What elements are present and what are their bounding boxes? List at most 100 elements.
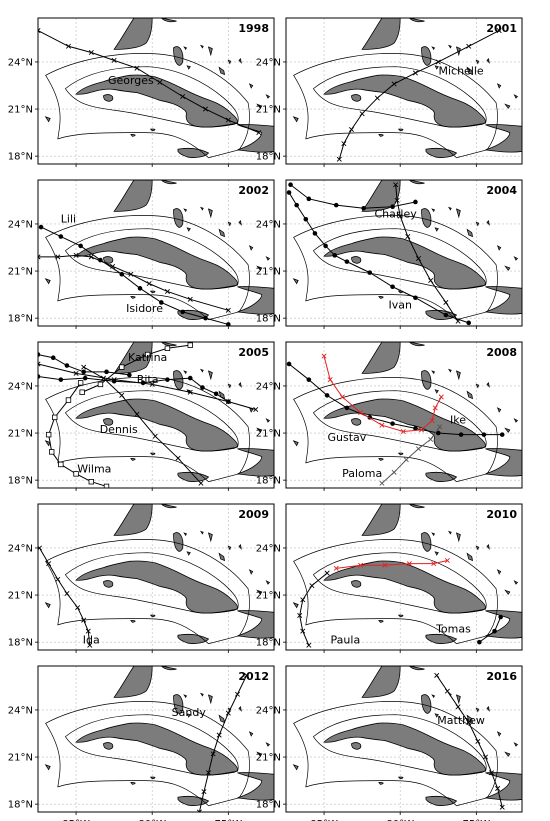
track-point xyxy=(65,397,72,403)
storm-track-lili xyxy=(38,224,231,326)
longitude-tick-label: 80°W xyxy=(386,819,414,821)
track-point xyxy=(111,377,117,383)
panel-frame xyxy=(285,179,523,327)
panel-frame xyxy=(285,341,523,489)
track-point xyxy=(499,804,505,810)
track-point xyxy=(406,561,412,567)
track-point xyxy=(297,612,303,618)
latitude-tick-label: 18°N xyxy=(8,314,33,325)
latitude-tick-label: 21°N xyxy=(8,267,33,278)
track-point xyxy=(78,243,83,249)
latitude-tick-label: 24°N xyxy=(8,219,33,230)
track-point xyxy=(81,617,87,623)
track-point xyxy=(333,202,339,208)
track-point xyxy=(110,263,116,269)
track-point xyxy=(397,213,403,219)
track-point xyxy=(348,126,354,132)
track-point xyxy=(435,430,441,436)
track-point xyxy=(104,369,109,375)
latitude-tick-label: 24°N xyxy=(256,705,281,716)
track-point xyxy=(225,307,231,313)
track-point xyxy=(164,288,170,294)
track-point xyxy=(128,271,134,277)
track-point xyxy=(466,719,472,726)
track-point xyxy=(49,449,55,455)
track-point xyxy=(85,628,91,634)
track-point xyxy=(88,50,94,56)
track-point xyxy=(333,565,339,571)
year-label: 2010 xyxy=(486,508,517,521)
track-point xyxy=(481,432,487,437)
map-panel-2004: Charley Ivan 2004 24°N 21°N 18°N xyxy=(256,179,523,329)
storm-label: Matthew xyxy=(437,714,485,727)
track-point xyxy=(300,628,306,634)
track-point xyxy=(187,296,193,302)
latitude-tick-label: 24°N xyxy=(8,705,33,716)
track-point xyxy=(286,361,292,367)
track-point xyxy=(73,370,79,376)
storm-track-ivan xyxy=(288,182,418,211)
track-point xyxy=(393,182,399,188)
track-point xyxy=(87,642,93,648)
axis-labels: 85°W 80°W 75°W 85°W 80°W 75°W xyxy=(62,819,490,821)
track-point xyxy=(312,231,318,236)
storm-label: Paloma xyxy=(342,467,382,480)
latitude-tick-label: 18°N xyxy=(256,314,281,325)
track-point xyxy=(97,381,104,388)
track-point xyxy=(64,590,70,597)
panel-frame xyxy=(37,179,275,327)
track-point xyxy=(303,216,309,222)
land-mass xyxy=(294,18,522,158)
storm-label: Dennis xyxy=(100,423,138,436)
track-point xyxy=(432,405,438,411)
storm-label: Tomas xyxy=(435,623,471,636)
track-point xyxy=(198,480,204,486)
year-label: 2008 xyxy=(486,346,517,359)
storm-track-michelle xyxy=(336,28,502,162)
year-label: 2016 xyxy=(486,670,517,683)
track-point xyxy=(300,597,306,603)
storm-track-wilma xyxy=(45,380,110,488)
track-point xyxy=(415,255,421,262)
track-point xyxy=(253,406,259,413)
track-point xyxy=(489,770,495,776)
longitude-tick-label: 85°W xyxy=(62,819,90,821)
longitude-tick-label: 85°W xyxy=(310,819,338,821)
year-label: 2012 xyxy=(238,670,269,683)
storm-track-katrina xyxy=(79,342,193,395)
track-point xyxy=(455,318,461,324)
storm-track-rita xyxy=(38,374,231,404)
track-point xyxy=(435,59,441,65)
storm-label: Gustav xyxy=(328,431,367,444)
track-point xyxy=(38,224,44,230)
track-point xyxy=(341,141,347,147)
track-point xyxy=(443,312,449,318)
track-point xyxy=(152,433,158,439)
track-point xyxy=(444,557,450,564)
latitude-tick-label: 21°N xyxy=(8,591,33,602)
latitude-tick-label: 21°N xyxy=(8,429,33,440)
storm-label: Ike xyxy=(450,414,466,427)
track-point xyxy=(82,375,88,381)
track-point xyxy=(149,381,155,387)
track-point xyxy=(321,353,327,359)
storm-track-ida xyxy=(38,545,93,648)
latitude-tick-label: 24°N xyxy=(256,57,281,68)
track-point xyxy=(492,628,497,634)
latitude-tick-label: 21°N xyxy=(256,591,281,602)
track-point xyxy=(201,789,207,795)
storm-track-gustav xyxy=(321,353,444,435)
storm-label: Ivan xyxy=(388,299,411,312)
track-point xyxy=(415,446,421,452)
track-point xyxy=(324,570,330,576)
land-mass xyxy=(294,666,522,806)
track-point xyxy=(103,483,110,488)
track-point xyxy=(73,471,79,477)
track-point xyxy=(187,389,193,395)
track-point xyxy=(134,411,140,417)
track-point xyxy=(323,243,328,249)
track-point xyxy=(157,79,163,85)
latitude-tick-label: 18°N xyxy=(256,152,281,163)
track-point xyxy=(358,562,364,568)
track-point xyxy=(499,432,505,437)
